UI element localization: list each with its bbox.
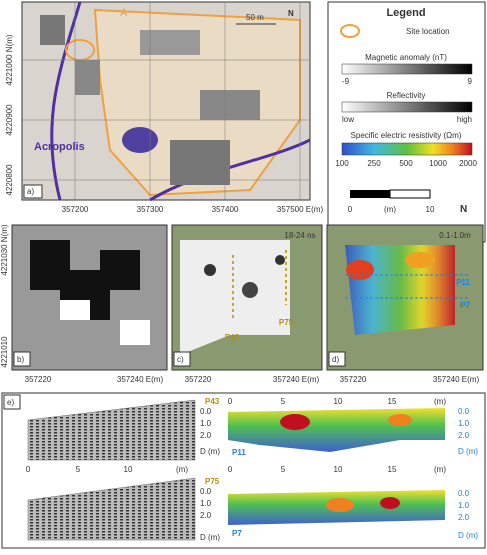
depth-tick: 0.0 [458,407,470,416]
x-tick: 10 [124,465,133,474]
y-label: 4221000 N(m) [5,34,14,85]
depth-label: D (m) [458,447,478,456]
tick: -9 [342,77,350,86]
acropolis-mark [122,127,158,153]
legend-reflectivity: Reflectivity [387,91,426,100]
profile-label: P75 [205,477,220,486]
panel-label: e) [7,398,14,407]
panel-e: e) P43 0.0 1.0 2.0 D (m) 0 5 10 (m) P75 … [1,392,486,549]
depth-tick: 2.0 [200,431,212,440]
x-tick: 5 [76,465,81,474]
depth-tick: 0.0 [458,489,470,498]
depth-tick: 1.0 [200,419,212,428]
x-label: 357240 E(m) [117,375,164,384]
depth-range: 0.1-1.0m [439,231,471,240]
x-tick: 10 [334,397,343,406]
legend-resistivity: Specific electric resistivity (Ωm) [351,131,462,140]
legend: Legend Site location Magnetic anomaly (n… [327,1,486,243]
tick: 250 [367,159,381,168]
x-label: 357220 [340,375,367,384]
x-tick: 15 [388,397,397,406]
x-label: 357400 [212,205,239,214]
legend-title: Legend [386,7,425,19]
north: N [288,9,294,18]
depth-label: D (m) [200,447,220,456]
depth-tick: 2.0 [200,511,212,520]
tick: high [457,115,472,124]
scale-tick: 10 [426,205,435,214]
profile-label: P75 [279,318,294,327]
tick: 9 [468,77,473,86]
panel-c: 18-24 ns P43 P75 c) 357220 357240 E(m) [171,224,323,384]
tick: 1000 [429,159,447,168]
depth-tick: 1.0 [200,499,212,508]
panel-a: A 50 m N Acropolis a) 4221000 N(m) 42209… [5,1,324,214]
profile-label: P43 [205,397,220,406]
site-label: A [120,7,128,19]
panel-label: c) [177,355,184,364]
survey-patch [75,60,100,95]
place-label: Acropolis [34,141,85,153]
profile-label: P11 [456,278,470,287]
x-tick: (m) [434,397,446,406]
scale-tick: 0 [348,205,353,214]
depth-tick: 2.0 [458,431,470,440]
x-label: 357200 [62,205,89,214]
x-label: 357300 [137,205,164,214]
survey-patch [40,15,65,45]
x-label: 357500 E(m) [277,205,324,214]
panel-b: b) 4221030 N(m) 4221010 357220 357240 E(… [0,224,168,384]
tick: 2000 [459,159,477,168]
x-tick: 0 [228,397,233,406]
tick: 500 [399,159,413,168]
road [50,1,82,201]
depth-tick: 2.0 [458,513,470,522]
depth-tick: 1.0 [458,419,470,428]
scale-tick: (m) [384,205,396,214]
x-tick: 0 [26,465,31,474]
x-label: 357240 E(m) [433,375,480,384]
depth-tick: 1.0 [458,501,470,510]
depth-tick: 0.0 [200,487,212,496]
x-tick: (m) [176,465,188,474]
y-label: 4220800 [5,164,14,196]
survey-patch [170,140,230,185]
profile-label: P7 [232,529,242,538]
x-tick: 5 [281,397,286,406]
survey-patch [140,30,200,55]
panel-label: d) [332,355,339,364]
north: N [460,204,467,215]
y-label: 4220900 [5,104,14,136]
panel-label: b) [17,355,24,364]
y-label: 4221030 N(m) [0,224,9,275]
profile-label: P7 [460,301,470,310]
x-tick: 10 [334,465,343,474]
x-tick: 5 [281,465,286,474]
x-tick: (m) [434,465,446,474]
road [149,138,311,202]
profile-label: P11 [232,448,246,457]
x-label: 357240 E(m) [273,375,320,384]
scale-label: 50 m [246,13,264,22]
legend-site: Site location [406,27,450,36]
x-label: 357220 [185,375,212,384]
tick: low [342,115,354,124]
x-tick: 15 [388,465,397,474]
tick: 100 [335,159,349,168]
legend-magnetic: Magnetic anomaly (nT) [365,53,447,62]
depth-label: D (m) [458,531,478,540]
x-label: 357220 [25,375,52,384]
survey-patch [200,90,260,120]
profile-label: P43 [225,333,240,342]
depth-label: D (m) [200,533,220,542]
panel-label: a) [27,187,34,196]
panel-d: 0.1-1.0m P11 P7 d) 357220 357240 E(m) [326,224,484,384]
x-tick: 0 [228,465,233,474]
y-label: 4221010 [0,336,9,368]
time-window: 18-24 ns [284,231,315,240]
depth-tick: 0.0 [200,407,212,416]
